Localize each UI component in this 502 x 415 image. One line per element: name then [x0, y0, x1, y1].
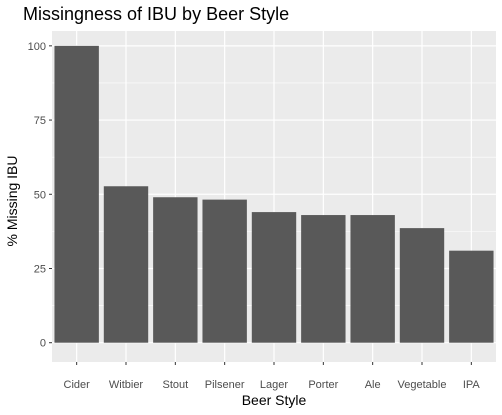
- chart-title: Missingness of IBU by Beer Style: [23, 4, 289, 24]
- bar-ale: [350, 215, 395, 343]
- y-tick-label: 25: [34, 263, 46, 275]
- bar-pilsener: [202, 199, 247, 343]
- y-tick-label: 100: [28, 41, 46, 53]
- bar-cider: [54, 45, 99, 343]
- x-tick-label: Stout: [162, 379, 188, 391]
- bar-lager: [251, 212, 297, 343]
- y-axis-title: % Missing IBU: [4, 155, 20, 246]
- y-axis: 0 25 50 75 100: [28, 41, 52, 350]
- y-tick-label: 75: [34, 115, 46, 127]
- x-axis: Cider Witbier Stout Pilsener Lager Porter Ale V…: [64, 362, 481, 391]
- bar-witbier: [103, 186, 149, 343]
- x-tick-label: IPA: [463, 379, 481, 391]
- bar-ipa: [449, 250, 494, 343]
- x-tick-label: Pilsener: [205, 379, 245, 391]
- x-tick-label: Witbier: [109, 379, 144, 391]
- bar-vegetable: [399, 228, 445, 343]
- x-tick-label: Porter: [308, 379, 338, 391]
- x-tick-label: Cider: [64, 379, 91, 391]
- bars: [54, 45, 494, 343]
- x-tick-label: Ale: [365, 379, 381, 391]
- x-tick-label: Vegetable: [398, 379, 447, 391]
- bar-porter: [301, 215, 346, 343]
- x-axis-title: Beer Style: [242, 392, 307, 408]
- y-tick-label: 50: [34, 189, 46, 201]
- bar-stout: [153, 197, 198, 343]
- x-tick-label: Lager: [260, 379, 288, 391]
- y-tick-label: 0: [40, 338, 46, 350]
